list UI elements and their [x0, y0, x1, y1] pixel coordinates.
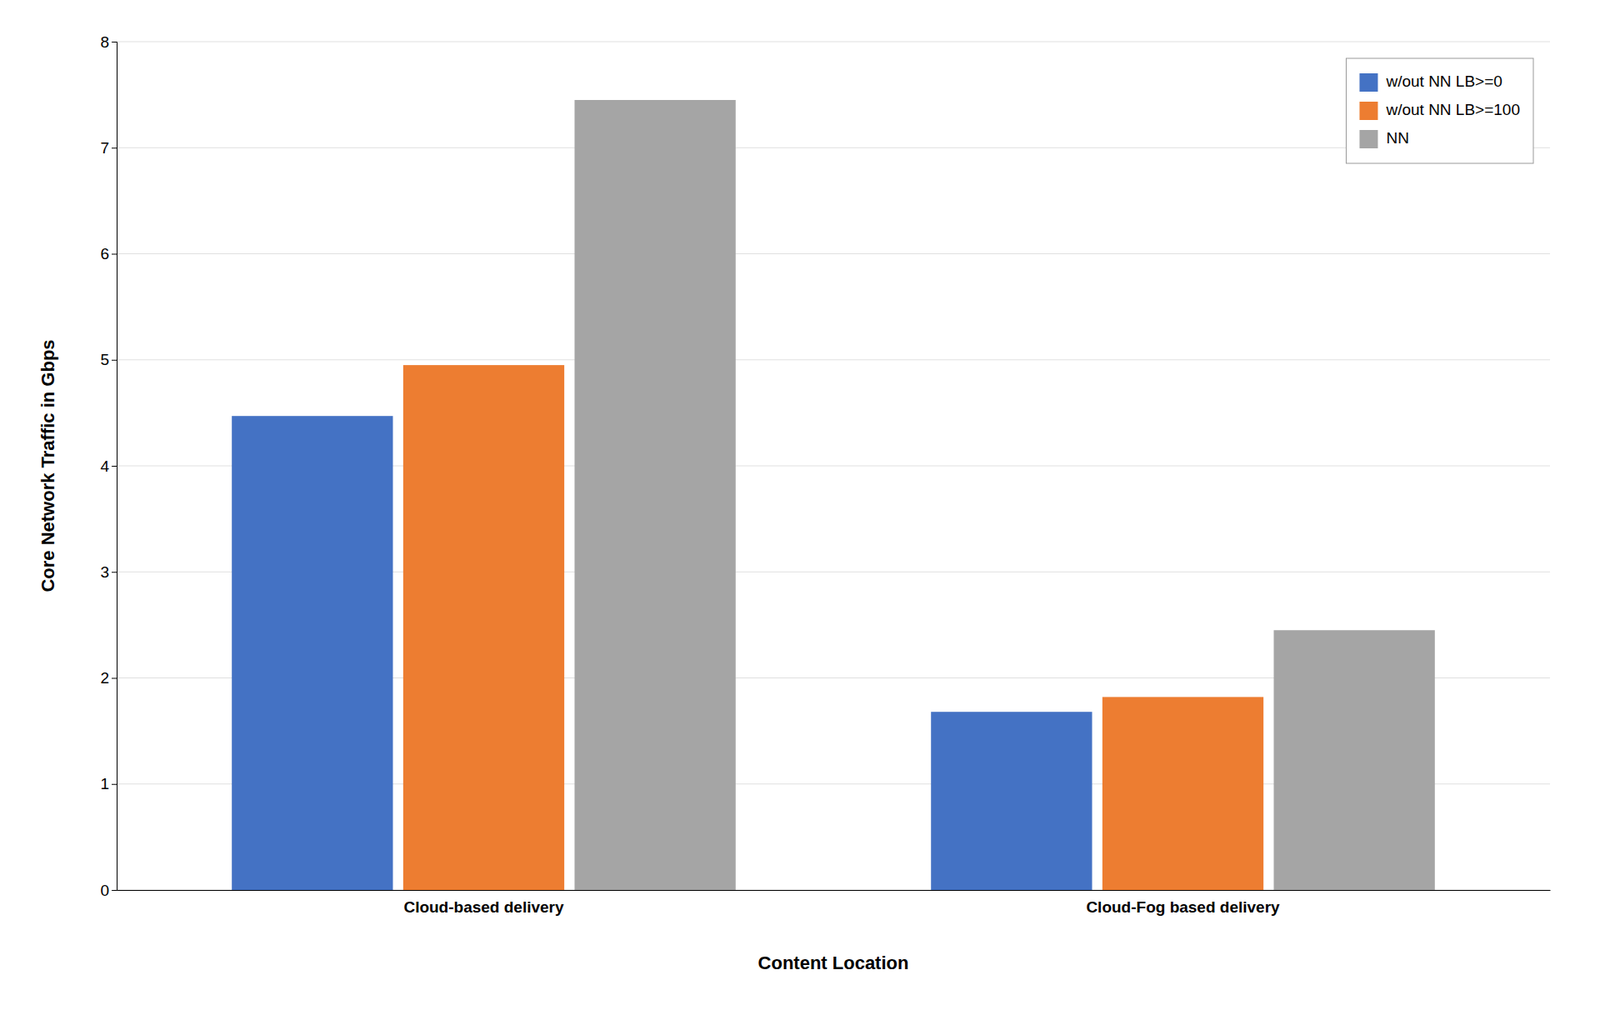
y-axis-title: Core Network Traffic in Gbps	[37, 339, 59, 592]
bar-series	[403, 365, 1264, 890]
tick-mark	[111, 147, 117, 149]
legend-box	[1345, 58, 1534, 164]
tick: 6	[100, 245, 117, 263]
tick-label: 8	[100, 33, 110, 51]
x-axis: Cloud-based delivery Cloud-Fog based deli…	[117, 890, 1551, 917]
tick: 0	[100, 881, 117, 900]
tick-label: 4	[100, 457, 110, 475]
tick: 8	[100, 33, 117, 51]
grid	[116, 41, 1550, 890]
chart-svg: 0 1 2 3 4 5 6 7 8 Cloud-based delivery Cloud-Fog b…	[0, 0, 1600, 1015]
tick: 3	[100, 563, 117, 581]
chart-container: 0 1 2 3 4 5 6 7 8 Cloud-based delivery Cloud-Fog b…	[0, 0, 1600, 1015]
tick-mark	[111, 41, 117, 43]
grid-line	[116, 147, 1550, 149]
tick-label: 5	[100, 350, 110, 369]
tick: Cloud-Fog based delivery	[1085, 898, 1280, 916]
bar	[231, 415, 393, 890]
grid-line	[116, 41, 1550, 43]
legend-label: w/out NN LB>=100	[1385, 100, 1520, 119]
tick: 2	[100, 669, 117, 687]
legend-swatch	[1359, 73, 1378, 92]
tick-label: 1	[100, 775, 110, 793]
tick-mark	[111, 784, 117, 785]
legend-swatch	[1359, 130, 1378, 149]
bar	[403, 365, 565, 890]
bar	[574, 100, 735, 890]
tick-label: 3	[100, 563, 110, 581]
tick-label: 7	[100, 139, 110, 157]
legend-swatch	[1359, 101, 1378, 120]
axis-domain	[117, 890, 1551, 891]
legend-label: w/out NN LB>=0	[1385, 72, 1502, 90]
axis-domain	[111, 42, 118, 891]
tick-label: 6	[100, 245, 110, 263]
grid-line	[116, 359, 1550, 360]
bar	[930, 711, 1092, 890]
tick-label: Cloud-Fog based delivery	[1085, 898, 1280, 916]
x-axis-title: Content Location	[758, 952, 910, 974]
legend: w/out NN LB>=0 w/out NN LB>=100 NN	[1345, 58, 1534, 164]
legend-item: NN	[1359, 129, 1409, 149]
bar	[1274, 630, 1435, 890]
tick: Cloud-based delivery	[403, 898, 565, 916]
tick-label: 0	[100, 881, 110, 900]
tick-mark	[111, 254, 117, 255]
legend-label: NN	[1385, 129, 1409, 147]
bars	[231, 100, 1435, 890]
legend-item: w/out NN LB>=0	[1359, 72, 1502, 92]
tick: 7	[100, 139, 117, 157]
tick-label: Cloud-based delivery	[403, 898, 565, 916]
bar	[1102, 696, 1264, 890]
tick: 1	[100, 775, 117, 793]
tick-mark	[111, 360, 117, 361]
tick-label: 2	[100, 669, 110, 687]
tick-mark	[111, 678, 117, 680]
bar-series	[574, 100, 1435, 890]
y-axis: 0 1 2 3 4 5 6 7 8	[100, 33, 117, 900]
tick: 5	[100, 350, 117, 369]
tick: 4	[100, 457, 117, 475]
plot: 0 1 2 3 4 5 6 7 8 Cloud-based delivery Cloud-Fog b…	[100, 33, 1550, 917]
tick-mark	[111, 890, 117, 891]
tick-mark	[111, 465, 117, 467]
tick-mark	[111, 571, 117, 573]
grid-line	[116, 253, 1550, 255]
legend-item: w/out NN LB>=100	[1359, 100, 1520, 120]
